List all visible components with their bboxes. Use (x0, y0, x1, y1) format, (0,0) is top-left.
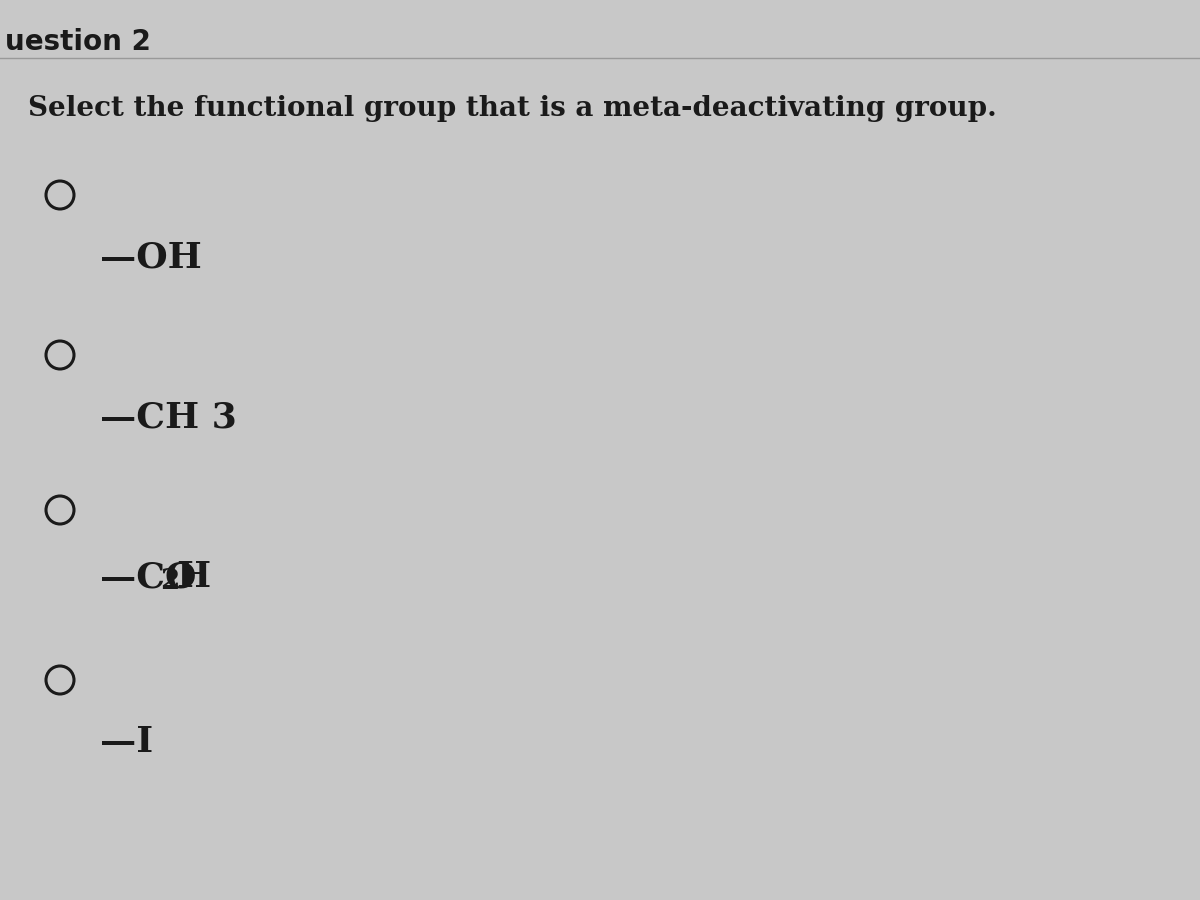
Text: —CO: —CO (100, 560, 197, 594)
Text: Select the functional group that is a meta-deactivating group.: Select the functional group that is a me… (28, 95, 997, 122)
Text: —I: —I (100, 725, 154, 759)
Text: —OH: —OH (100, 240, 202, 274)
Text: H: H (176, 560, 210, 594)
Text: 2: 2 (160, 568, 179, 595)
Text: —CH 3: —CH 3 (100, 400, 236, 434)
Text: uestion 2: uestion 2 (5, 28, 151, 56)
